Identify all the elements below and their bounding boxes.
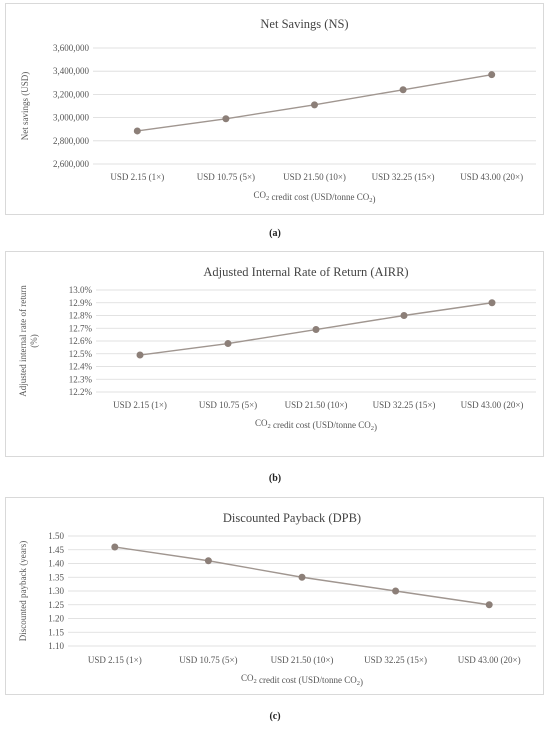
y-tick-label: 2,600,000 bbox=[53, 159, 90, 169]
x-tick-label: USD 43.00 (20×) bbox=[460, 172, 523, 182]
y-tick-label: 12.4% bbox=[69, 362, 93, 372]
y-tick-label: 1.50 bbox=[48, 531, 64, 541]
y-tick-label: 2,800,000 bbox=[53, 136, 90, 146]
data-point bbox=[136, 351, 144, 359]
x-tick-label: USD 32.25 (15×) bbox=[364, 655, 427, 665]
chart-net-savings: Net Savings (NS) 2,600,000 2,800,000 3,000,… bbox=[20, 17, 536, 204]
data-point bbox=[392, 587, 400, 595]
x-tick-label: USD 32.25 (15×) bbox=[372, 172, 435, 182]
x-tick-label: USD 2.15 (1×) bbox=[113, 400, 167, 410]
x-tick-label: USD 10.75 (5×) bbox=[199, 400, 257, 410]
y-tick-label: 1.30 bbox=[48, 586, 64, 596]
data-point bbox=[133, 127, 141, 135]
y-tick-label: 3,600,000 bbox=[53, 43, 90, 53]
y-tick-label: 1.15 bbox=[48, 627, 64, 637]
y-tick-label: 1.40 bbox=[48, 559, 64, 569]
x-tick-label: USD 10.75 (5×) bbox=[197, 172, 255, 182]
y-tick-label: 12.5% bbox=[69, 349, 93, 359]
y-tick-label: 12.6% bbox=[69, 336, 93, 346]
x-tick-label: USD 21.50 (10×) bbox=[283, 172, 346, 182]
y-tick-label: 12.3% bbox=[69, 374, 93, 384]
chart-airr: Adjusted Internal Rate of Return (AIRR) 1… bbox=[18, 265, 536, 432]
x-axis-label: CO2 credit cost (USD/tonne CO2) bbox=[254, 190, 376, 204]
data-point bbox=[311, 101, 318, 109]
chart-title: Discounted Payback (DPB) bbox=[223, 511, 361, 525]
chart-title: Net Savings (NS) bbox=[260, 17, 348, 31]
y-tick-label: 1.35 bbox=[48, 572, 64, 582]
x-tick-label: USD 32.25 (15×) bbox=[373, 400, 436, 410]
caption-c: (c) bbox=[269, 711, 281, 722]
chart-title: Adjusted Internal Rate of Return (AIRR) bbox=[203, 265, 408, 279]
y-tick-label: 3,000,000 bbox=[53, 113, 90, 123]
x-tick-label: USD 43.00 (20×) bbox=[461, 400, 524, 410]
y-tick-label: 13.0% bbox=[69, 285, 93, 295]
data-point bbox=[222, 115, 230, 123]
data-point bbox=[224, 340, 232, 348]
x-tick-label: USD 21.50 (10×) bbox=[285, 400, 348, 410]
data-point bbox=[488, 299, 496, 307]
chart-dpb: Discounted Payback (DPB) 1.10 1.15 1.20 1.25… bbox=[18, 511, 536, 687]
data-point bbox=[485, 601, 493, 609]
data-point bbox=[488, 71, 496, 79]
chart-frame-net-savings: Net Savings (NS) 2,600,000 2,800,000 3,000,… bbox=[5, 3, 544, 215]
x-tick-label: USD 2.15 (1×) bbox=[88, 655, 142, 665]
y-tick-label: 12.2% bbox=[69, 387, 93, 397]
y-tick-label: 12.8% bbox=[69, 311, 93, 321]
data-point bbox=[312, 326, 320, 334]
y-tick-label: 1.45 bbox=[48, 545, 64, 555]
x-tick-label: USD 10.75 (5×) bbox=[179, 655, 237, 665]
caption-b: (b) bbox=[268, 473, 282, 484]
y-tick-label: 3,200,000 bbox=[53, 89, 90, 99]
data-point bbox=[111, 543, 119, 551]
x-axis-label: CO2 credit cost (USD/tonne CO2) bbox=[241, 673, 363, 687]
y-tick-label: 3,400,000 bbox=[53, 66, 90, 76]
y-axis-label: Discounted payback (years) bbox=[18, 541, 28, 641]
y-tick-label: 12.7% bbox=[69, 323, 93, 333]
y-tick-label: 1.10 bbox=[48, 641, 64, 651]
x-tick-label: USD 21.50 (10×) bbox=[271, 655, 334, 665]
chart-frame-dpb: Discounted Payback (DPB) 1.10 1.15 1.20 1.25… bbox=[5, 497, 544, 695]
x-tick-label: USD 43.00 (20×) bbox=[458, 655, 521, 665]
data-point bbox=[399, 86, 407, 94]
caption-a: (a) bbox=[269, 228, 281, 239]
x-axis-label: CO2 credit cost (USD/tonne CO2) bbox=[255, 418, 377, 432]
data-point bbox=[204, 557, 212, 565]
x-tick-label: USD 2.15 (1×) bbox=[110, 172, 164, 182]
y-tick-label: 12.9% bbox=[69, 298, 93, 308]
y-tick-label: 1.20 bbox=[48, 614, 64, 624]
data-point bbox=[400, 312, 408, 319]
y-axis-label: Adjusted internal rate of return(%) bbox=[18, 285, 39, 397]
chart-frame-airr: Adjusted Internal Rate of Return (AIRR) 1… bbox=[5, 251, 544, 457]
y-axis-label: Net savings (USD) bbox=[20, 72, 30, 141]
y-tick-label: 1.25 bbox=[48, 600, 64, 610]
data-point bbox=[298, 573, 306, 581]
